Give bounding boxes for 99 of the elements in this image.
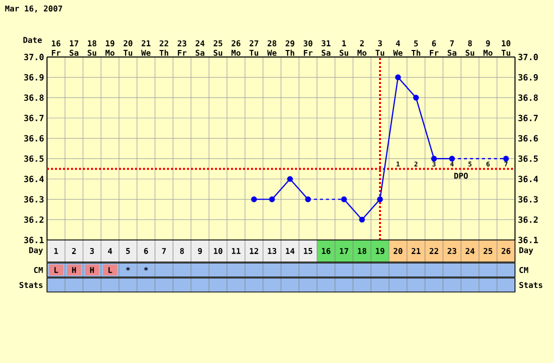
y2-tick-label: 36.1 — [518, 236, 538, 244]
x-tick-label: 5 Th — [412, 40, 420, 56]
y2-tick-label: 36.9 — [518, 74, 538, 81]
y2-tick-label: 36.7 — [518, 114, 538, 122]
text: 8 — [180, 248, 184, 254]
point — [449, 156, 455, 162]
point — [395, 74, 401, 80]
text: 18 — [358, 248, 366, 254]
text: 12 — [250, 248, 258, 254]
text: 16 — [322, 248, 330, 254]
y2-tick-label: 36.5 — [518, 155, 538, 162]
y-tick-label: 36.9 — [24, 74, 44, 81]
x-tick-label: 22 Th — [160, 40, 168, 56]
text: Stats — [519, 282, 542, 288]
x-tick-label: 25 Su — [214, 40, 222, 56]
text: 26 — [502, 248, 510, 254]
x-tick-label: 23 Fr — [178, 40, 187, 56]
text: Day — [519, 247, 534, 255]
text: * — [144, 267, 148, 271]
y-tick-label: 37.0 — [24, 54, 44, 60]
y-tick-label: 36.1 — [24, 236, 44, 244]
x-tick-label: 27 Tu — [250, 40, 258, 56]
text: * — [126, 267, 130, 271]
y2-tick-label: 36.2 — [518, 216, 538, 223]
x-tick-label: 24 Sa — [196, 40, 204, 56]
point — [287, 176, 293, 182]
text: 6 — [144, 248, 148, 254]
x-tick-label: 29 Th — [286, 40, 294, 56]
text: 7 — [162, 248, 166, 254]
x-tick-label: 8 Su — [466, 40, 474, 56]
point — [269, 196, 275, 202]
point — [503, 156, 509, 162]
y-tick-label: 36.5 — [24, 155, 44, 162]
point — [341, 196, 347, 202]
y-tick-label: 36.7 — [24, 114, 44, 122]
text: 1 — [54, 248, 58, 254]
y-tick-label: 36.3 — [24, 196, 44, 203]
text: 22 — [430, 248, 438, 254]
text: L — [108, 267, 112, 273]
x-tick-label: 7 Sa — [448, 40, 456, 56]
point — [359, 216, 365, 223]
y-tick-label: 36.6 — [24, 135, 44, 142]
text: 10 — [214, 248, 222, 254]
point — [305, 196, 311, 202]
text: 5 — [126, 248, 130, 254]
x-tick-label: 1 Su — [340, 40, 348, 56]
text: 3 — [90, 248, 94, 254]
text: H — [90, 267, 94, 273]
x-tick-label: 10 Tu — [502, 40, 510, 56]
text: CM — [34, 266, 43, 274]
text: 21 — [412, 248, 420, 254]
text: 23 — [448, 248, 456, 254]
text: Date — [23, 37, 42, 43]
y2-tick-label: 36.4 — [518, 176, 538, 182]
x-tick-label: 30 Fr — [304, 40, 312, 56]
text: CM — [519, 266, 528, 274]
y-tick-label: 36.2 — [24, 216, 44, 223]
x-tick-label: 2 Mo — [358, 40, 366, 56]
x-tick-label: 20 Tu — [124, 40, 132, 56]
point — [251, 196, 257, 202]
y-tick-label: 36.8 — [24, 94, 44, 101]
text: 9 — [198, 248, 202, 254]
x-tick-label: 18 Su — [88, 40, 96, 56]
y2-tick-label: 36.8 — [518, 94, 538, 101]
text: 24 — [466, 248, 474, 254]
text: Day — [29, 247, 43, 255]
annotation: DPO — [454, 172, 468, 179]
chart-title: Mar 16, 2007 — [5, 5, 62, 13]
y2-tick-label: 36.3 — [518, 196, 538, 203]
x-tick-label: 28 We — [267, 40, 276, 56]
x-tick-label: 9 Mo — [484, 40, 492, 56]
x-tick-label: 4 We — [393, 40, 402, 56]
x-tick-label: 31 Sa — [322, 40, 330, 56]
x-tick-label: 16 Fr — [52, 40, 61, 56]
y2-tick-label: 36.6 — [518, 135, 538, 142]
x-tick-label: 3 Tu — [376, 40, 384, 56]
x-tick-label: 21 We — [141, 40, 150, 56]
point — [377, 196, 383, 202]
y2-tick-label: 37.0 — [518, 54, 538, 60]
text: 14 — [286, 248, 294, 254]
text: 17 — [340, 248, 348, 254]
text: 15 — [304, 248, 312, 254]
text: 4 — [108, 248, 112, 254]
text: H — [72, 267, 76, 273]
x-tick-label: 6 Fr — [430, 40, 438, 56]
text: Stats — [20, 282, 42, 288]
point — [413, 94, 419, 101]
x-tick-label: 19 Mo — [106, 40, 114, 56]
text: 2 — [72, 248, 76, 254]
text: 11 — [232, 248, 240, 254]
text: 20 — [394, 248, 402, 254]
point — [431, 156, 437, 162]
y-tick-label: 36.4 — [24, 176, 44, 182]
text: 19 — [376, 248, 384, 254]
x-tick-label: 26 Mo — [232, 40, 240, 56]
text: L — [54, 267, 58, 273]
text: 13 — [268, 248, 276, 254]
x-tick-label: 17 Sa — [70, 40, 78, 56]
text: 25 — [484, 248, 492, 254]
